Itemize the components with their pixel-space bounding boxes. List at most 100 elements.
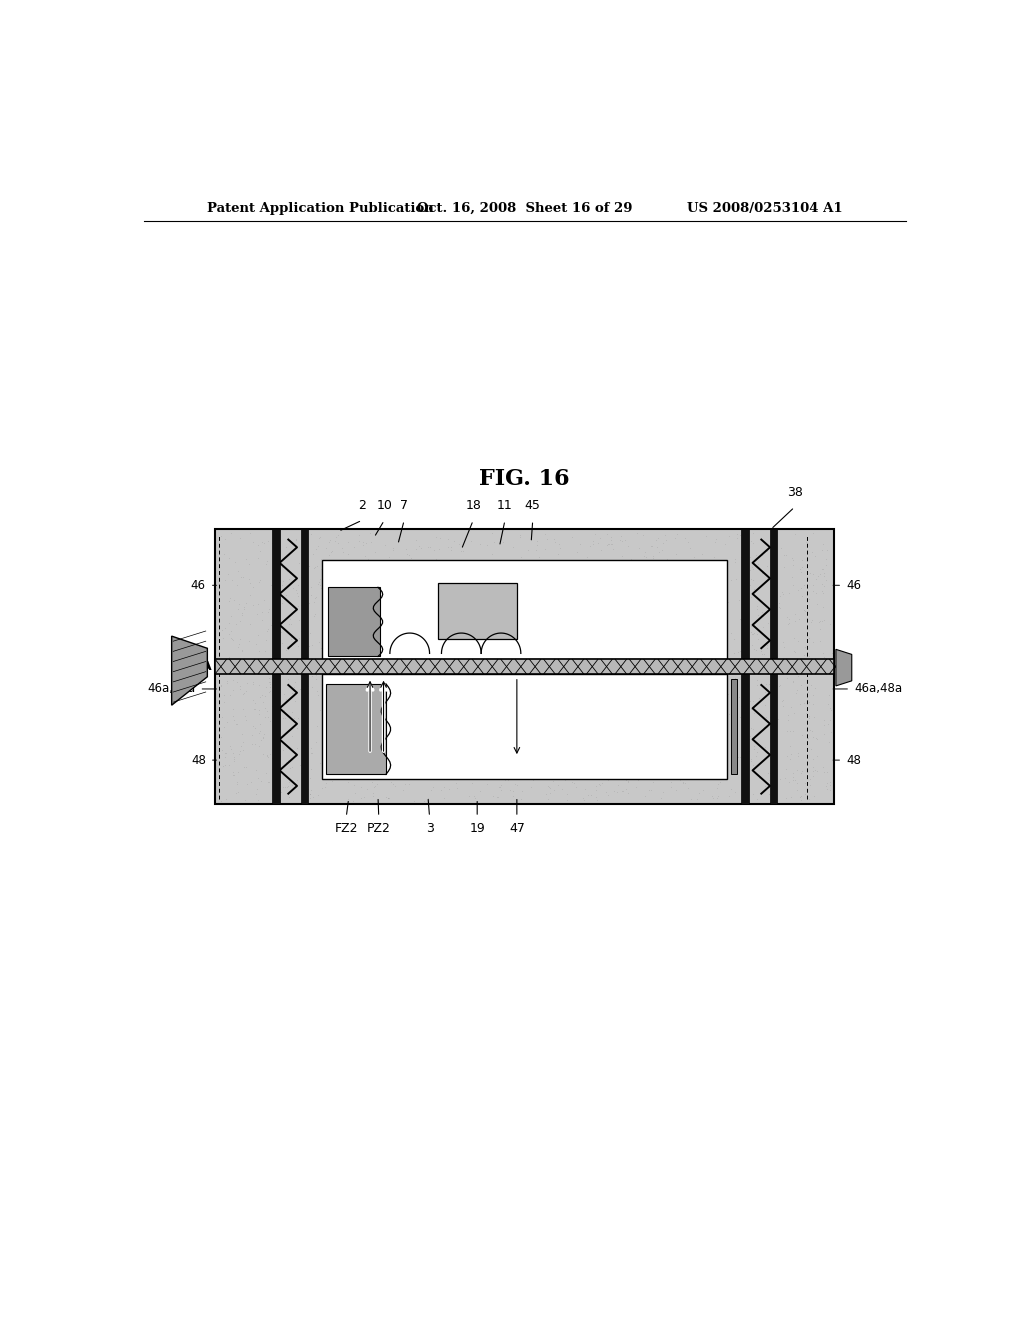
Point	[485, 785, 502, 807]
Point	[311, 527, 328, 548]
Point	[631, 537, 647, 558]
Point	[590, 739, 606, 760]
Point	[588, 758, 604, 779]
Point	[358, 615, 375, 636]
Point	[778, 787, 795, 808]
Point	[480, 763, 497, 784]
Point	[598, 705, 614, 726]
Point	[694, 544, 711, 565]
Point	[505, 630, 521, 651]
Point	[245, 531, 261, 552]
Bar	[272, 529, 280, 804]
Point	[422, 656, 438, 677]
Point	[417, 554, 433, 576]
Point	[332, 709, 348, 730]
Point	[549, 737, 565, 758]
Point	[274, 556, 291, 577]
Point	[600, 636, 616, 657]
Point	[663, 772, 679, 793]
Point	[712, 572, 728, 593]
Point	[573, 710, 590, 731]
Point	[484, 564, 501, 585]
Point	[253, 648, 269, 669]
Point	[815, 723, 831, 744]
Polygon shape	[836, 649, 852, 686]
Point	[766, 756, 782, 777]
Text: PZ2: PZ2	[367, 822, 391, 836]
Point	[382, 686, 398, 708]
Point	[391, 748, 408, 770]
Point	[345, 791, 361, 812]
Point	[213, 676, 229, 697]
Point	[295, 574, 311, 595]
Point	[250, 535, 266, 556]
Text: 18: 18	[465, 499, 481, 512]
Point	[756, 643, 772, 664]
Point	[455, 540, 471, 561]
Point	[787, 523, 804, 544]
Point	[674, 614, 690, 635]
Point	[428, 659, 444, 680]
Text: 46a,48a: 46a,48a	[854, 682, 902, 696]
Point	[370, 741, 386, 762]
Point	[346, 537, 362, 558]
Point	[593, 540, 609, 561]
Point	[254, 601, 270, 622]
Point	[291, 552, 307, 573]
Point	[460, 747, 476, 768]
Point	[324, 682, 340, 704]
Point	[542, 776, 558, 797]
Point	[376, 627, 392, 648]
Point	[237, 682, 253, 704]
Point	[761, 673, 777, 694]
Point	[255, 743, 271, 764]
Point	[707, 729, 723, 750]
Point	[229, 713, 246, 734]
Point	[768, 775, 784, 796]
Point	[431, 686, 447, 708]
Point	[545, 744, 561, 766]
Point	[502, 779, 518, 800]
Point	[632, 689, 648, 710]
Point	[721, 785, 737, 807]
Point	[780, 772, 797, 793]
Point	[431, 539, 447, 560]
Point	[265, 635, 282, 656]
Point	[454, 565, 470, 586]
Point	[427, 758, 443, 779]
Point	[447, 578, 464, 599]
Point	[630, 583, 646, 605]
Point	[228, 781, 245, 803]
Point	[283, 652, 299, 673]
Point	[636, 751, 652, 772]
Polygon shape	[172, 636, 207, 705]
Point	[794, 585, 810, 606]
Point	[663, 734, 679, 755]
Point	[384, 537, 400, 558]
Point	[702, 602, 719, 623]
Point	[527, 638, 544, 659]
Point	[438, 752, 455, 774]
Point	[807, 759, 823, 780]
Point	[728, 685, 744, 706]
Point	[609, 656, 626, 677]
Point	[231, 628, 248, 649]
Point	[509, 775, 525, 796]
Point	[479, 535, 496, 556]
Point	[350, 702, 367, 723]
Point	[285, 664, 301, 685]
Point	[423, 607, 439, 628]
Point	[505, 785, 521, 807]
Point	[675, 568, 691, 589]
Point	[768, 531, 784, 552]
Point	[463, 669, 479, 690]
Point	[513, 788, 529, 809]
Point	[638, 684, 654, 705]
Point	[297, 620, 313, 642]
Point	[217, 747, 233, 768]
Point	[439, 528, 456, 549]
Point	[814, 558, 830, 579]
Point	[821, 772, 838, 793]
Point	[296, 589, 312, 610]
Point	[636, 579, 652, 601]
